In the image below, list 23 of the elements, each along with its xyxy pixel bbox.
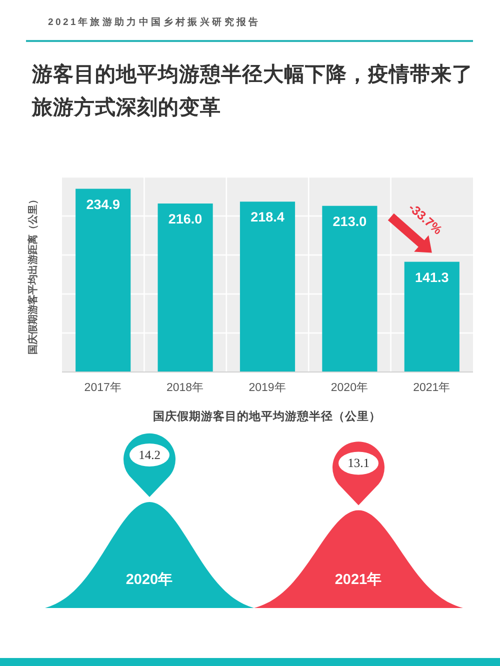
data-label: 218.4	[250, 210, 285, 225]
x-tick-label: 2019年	[248, 381, 286, 394]
bar	[404, 262, 460, 372]
category-label: 2020年	[126, 571, 174, 588]
data-label: 234.9	[86, 196, 120, 212]
data-label: 13.1	[348, 456, 370, 470]
data-label: 14.2	[138, 448, 160, 462]
x-tick-label: 2021年	[413, 381, 451, 394]
y-axis-title: 国庆假期游客平均出游距离（公里）	[27, 194, 39, 354]
x-tick-label: 2017年	[84, 381, 122, 394]
data-label: 216.0	[168, 212, 202, 227]
text: 国庆假期游客目的地平均游憩半径（公里）	[153, 409, 381, 423]
bar	[158, 204, 213, 372]
x-tick-label: 2020年	[330, 381, 368, 394]
text: 2021年旅游助力中国乡村振兴研究报告	[48, 16, 261, 28]
bar	[322, 206, 378, 372]
bar	[76, 188, 131, 372]
bar	[240, 202, 296, 372]
chart-title: 游客目的地平均游憩半径大幅下降，疫情带来了旅游方式深刻的变革	[31, 62, 473, 119]
category-label: 2021年	[334, 571, 382, 588]
data-label: 213.0	[332, 214, 367, 229]
x-tick-label: 2018年	[166, 381, 204, 394]
data-label: 141.3	[415, 270, 450, 285]
